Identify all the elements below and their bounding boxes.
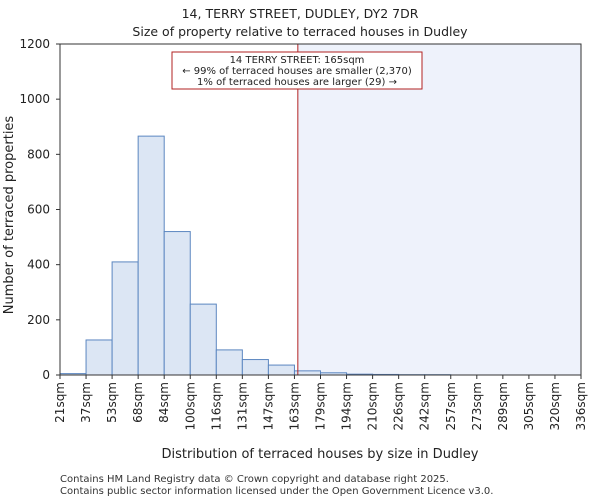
- larger-properties-region: [297, 44, 581, 375]
- x-tick-label: 179sqm: [314, 382, 328, 430]
- y-tick-label: 0: [42, 368, 50, 382]
- footer-line-1: Contains HM Land Registry data © Crown c…: [60, 474, 449, 485]
- x-tick-label: 147sqm: [261, 382, 275, 430]
- bar-84sqm: [163, 231, 191, 376]
- y-tick-label: 800: [27, 147, 50, 161]
- x-axis: 21sqm 37sqm 53sqm 68sqm 84sqm 100sqm 116sqm 131…: [53, 375, 588, 430]
- y-axis: 0 200 400 600 800 1000 1200: [19, 37, 60, 382]
- x-tick-label: 210sqm: [366, 382, 380, 430]
- bar-131sqm: [241, 359, 269, 376]
- x-tick-label: 273sqm: [470, 382, 484, 430]
- y-tick-label: 1000: [19, 92, 50, 106]
- x-tick-label: 226sqm: [392, 382, 406, 430]
- x-tick-label: 21sqm: [53, 382, 67, 423]
- x-tick-label: 53sqm: [105, 382, 119, 423]
- annotation-line-1: 14 TERRY STREET: 165sqm: [230, 55, 365, 66]
- annotation-box: 14 TERRY STREET: 165sqm ← 99% of terrace…: [171, 51, 423, 90]
- bar-100sqm: [189, 303, 217, 376]
- y-tick-label: 200: [27, 313, 50, 327]
- plot-frame: [59, 43, 582, 376]
- x-tick-label: 116sqm: [209, 382, 223, 430]
- bars: [59, 135, 452, 376]
- x-tick-label: 100sqm: [183, 382, 197, 430]
- y-axis-label: Number of terraced properties: [2, 116, 17, 315]
- x-tick-label: 305sqm: [522, 382, 536, 430]
- bar-37sqm: [85, 339, 113, 376]
- x-tick-label: 289sqm: [496, 382, 510, 430]
- bar-147sqm: [267, 364, 295, 376]
- x-tick-label: 336sqm: [574, 382, 588, 430]
- x-tick-label: 68sqm: [131, 382, 145, 423]
- bar-116sqm: [215, 349, 243, 376]
- x-tick-label: 320sqm: [548, 382, 562, 430]
- x-tick-label: 257sqm: [444, 382, 458, 430]
- y-tick-label: 400: [27, 258, 50, 272]
- x-tick-label: 131sqm: [235, 382, 249, 430]
- bar-163sqm: [293, 370, 322, 376]
- bar-53sqm: [111, 261, 139, 376]
- chart-subtitle: Size of property relative to terraced ho…: [132, 24, 468, 39]
- annotation-line-3: 1% of terraced houses are larger (29) →: [197, 77, 397, 88]
- bar-68sqm: [137, 135, 165, 376]
- x-tick-label: 84sqm: [157, 382, 171, 423]
- y-tick-label: 1200: [19, 37, 50, 51]
- x-tick-label: 37sqm: [79, 382, 93, 423]
- annotation-line-2: ← 99% of terraced houses are smaller (2,…: [182, 66, 412, 77]
- y-tick-label: 600: [27, 203, 50, 217]
- x-tick-label: 194sqm: [340, 382, 354, 430]
- x-axis-label: Distribution of terraced houses by size …: [161, 447, 478, 462]
- footer-line-2: Contains public sector information licen…: [60, 486, 493, 497]
- x-tick-label: 163sqm: [287, 382, 301, 430]
- x-tick-label: 242sqm: [418, 382, 432, 430]
- chart-title: 14, TERRY STREET, DUDLEY, DY2 7DR: [182, 6, 419, 21]
